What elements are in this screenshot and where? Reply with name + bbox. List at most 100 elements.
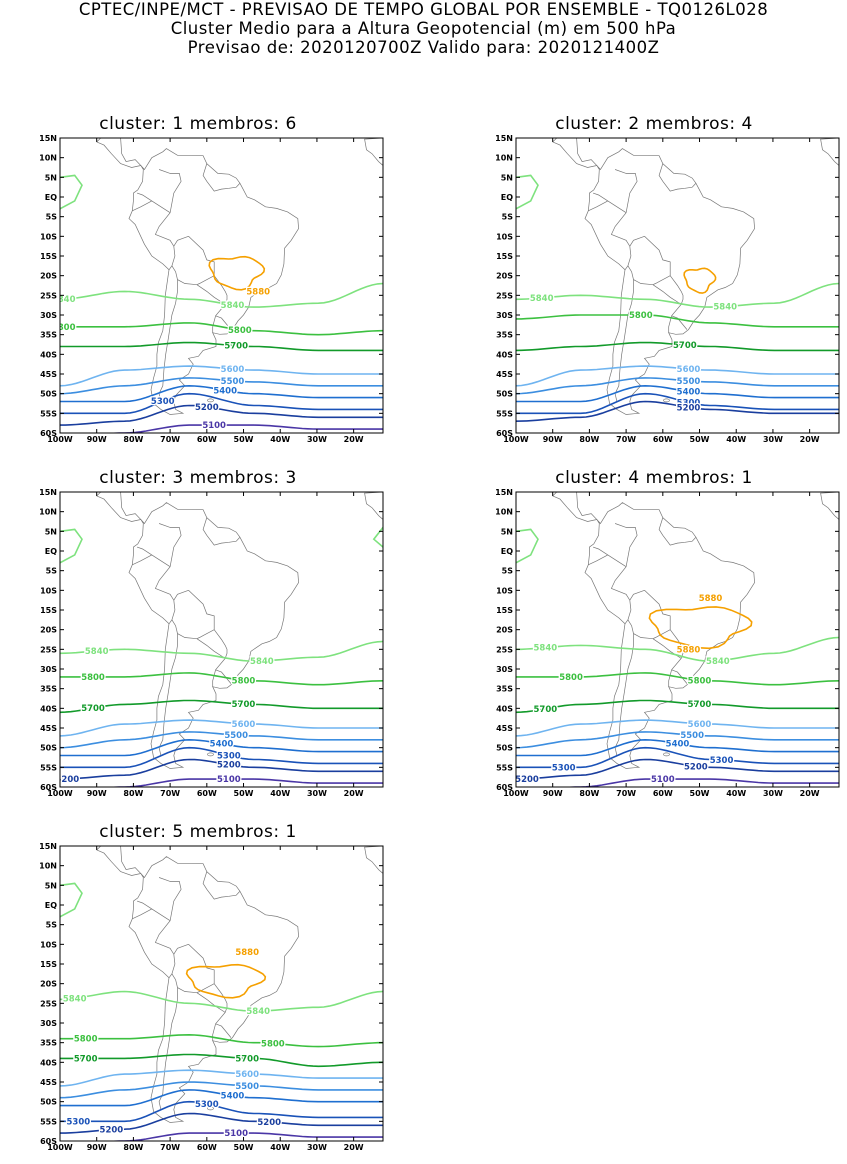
country-border [154,523,182,625]
country-border [132,200,152,212]
lat-label: 25S [40,999,57,1008]
header-line-1: CPTEC/INPE/MCT - PREVISAO DE TEMPO GLOBA… [78,0,769,19]
contour-5100 [105,424,383,433]
lat-label: 10N [39,862,57,871]
cluster-panel-3: cluster: 3 membros: 3 5840 5840 5800 5800 57… [18,468,402,798]
lat-label: 30S [40,1019,57,1028]
lon-label: 70W [616,435,636,444]
lat-label: 30S [496,665,513,674]
country-border [158,279,178,402]
lat-label: EQ [45,547,57,556]
country-border [132,554,152,566]
lat-label: 40S [40,350,57,359]
lat-label: 10S [40,586,57,595]
contour-label-5600: 5600 [688,720,712,730]
lat-label: 15S [496,252,513,261]
figure-header: CPTEC/INPE/MCT - PREVISAO DE TEMPO GLOBA… [0,0,847,57]
lat-label: 25S [496,645,513,654]
lon-label: 80W [123,789,143,798]
contour-label-5800: 5800 [228,326,252,336]
lon-label: 80W [123,435,143,444]
country-border [136,900,171,921]
country-border [588,200,608,212]
lat-label: 15N [495,488,513,497]
lon-label: 40W [726,435,746,444]
contour-label-5880: 5880 [246,287,270,297]
contour-5840-equatorial-west [60,882,83,918]
lat-label: 35S [40,331,57,340]
contour-5100 [105,1132,383,1141]
contour-label-5300: 5300 [217,752,241,762]
lat-label: 20S [496,626,513,635]
lon-label: 50W [234,1143,254,1152]
lon-label: 90W [87,789,107,798]
contour-5300 [516,746,839,769]
lat-label: 20S [496,272,513,281]
lat-label: 60S [40,1137,57,1146]
contour-5840-equatorial-east [372,526,383,548]
lat-label: 30S [496,311,513,320]
lat-label: 30S [40,665,57,674]
lat-label: 10N [495,508,513,517]
contour-5800 [516,672,839,686]
lat-label: 25S [40,645,57,654]
contour-label-5840: 5840 [221,301,245,311]
country-border [171,944,215,994]
lat-label: EQ [45,193,57,202]
contour-5840 [516,282,839,308]
contour-label-5400: 5400 [221,1092,245,1102]
lat-label: 50S [40,1098,57,1107]
contour-label-5800: 5800 [629,311,653,321]
lat-label: 10S [40,940,57,949]
lon-label: 20W [344,1143,364,1152]
country-border [627,590,671,640]
country-border [196,275,228,305]
lon-label: 20W [800,789,820,798]
country-border [658,163,697,192]
lat-label: 20S [40,626,57,635]
lon-label: 60W [197,789,217,798]
lat-label: 55S [40,409,57,418]
lat-label: 45S [496,370,513,379]
contour-label-5700: 5700 [673,341,697,351]
contour-label-5800: 5800 [261,1039,285,1049]
contour-label-5840: 5840 [713,303,737,313]
contour-5400 [516,738,839,757]
country-border [652,275,684,305]
lon-label: 30W [307,789,327,798]
lat-label: 5S [46,921,58,930]
lon-label: 30W [307,1143,327,1152]
lat-label: 35S [40,1039,57,1048]
cluster-title-2: cluster: 2 membros: 4 [555,114,753,134]
contour-label-5100: 5100 [651,775,675,785]
lat-label: 55S [40,763,57,772]
lat-label: 45S [496,724,513,733]
contour-5200 [60,1112,383,1134]
cluster-panel-4: cluster: 4 membros: 1 5840 5840 5800 5800 57… [474,468,847,798]
contour-label-5200: 5200 [684,762,708,772]
contour-label-5840: 5840 [246,1007,270,1017]
contour-5300 [516,392,839,415]
contour-label-5700: 5700 [534,705,558,715]
contour-5880-high [185,963,267,999]
contour-label-5300: 5300 [552,763,576,773]
contour-5500 [516,731,839,749]
contour-5100 [561,778,839,787]
country-border [629,589,645,601]
contour-label-5400: 5400 [677,388,701,398]
lon-label: 50W [234,435,254,444]
lat-label: EQ [501,547,513,556]
contour-5840 [60,640,383,662]
lat-label: 25S [40,291,57,300]
contour-label-5300: 5300 [151,397,175,407]
lat-label: 50S [40,390,57,399]
contour-label-5600: 5600 [677,365,701,375]
africa-coastline [364,846,383,874]
map-frame [59,491,384,788]
contour-5200 [516,758,839,780]
contour-5100 [105,778,383,787]
